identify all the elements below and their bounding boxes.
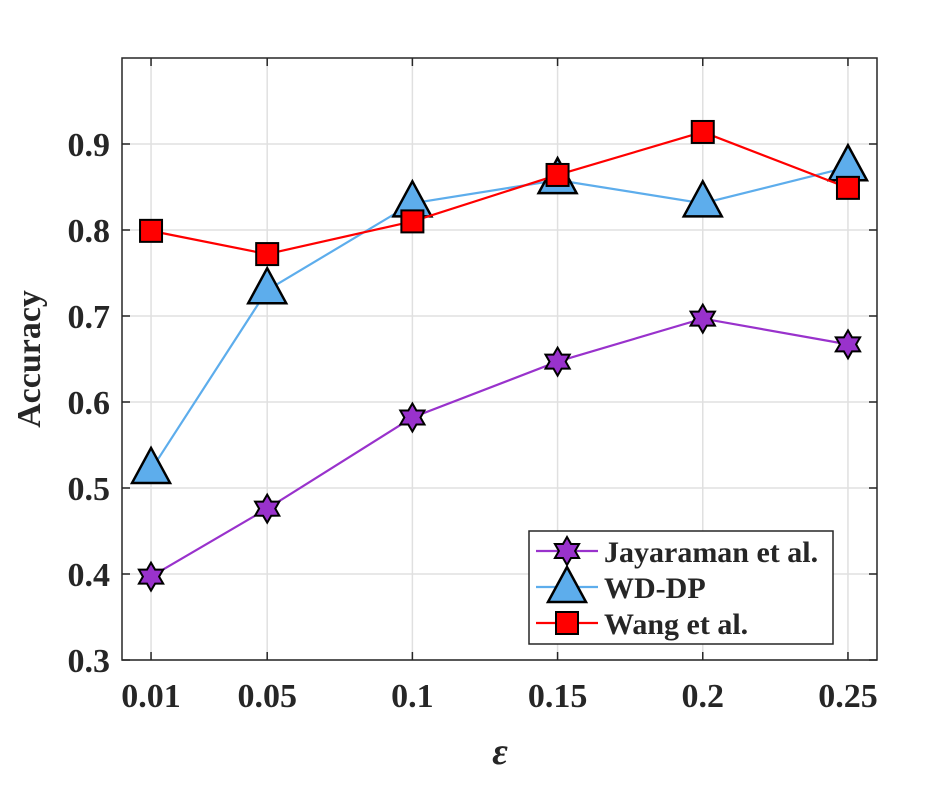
series-wd-dp xyxy=(129,142,870,485)
square-marker xyxy=(545,162,570,187)
square-marker xyxy=(255,242,280,267)
square-marker xyxy=(139,218,164,243)
y-tick-label: 0.4 xyxy=(68,557,111,594)
triangle-marker xyxy=(681,178,724,218)
x-tick-label: 0.15 xyxy=(528,678,588,715)
y-tick-label: 0.7 xyxy=(68,299,111,336)
legend-item: Wang et al. xyxy=(536,608,748,641)
series-line xyxy=(150,166,849,471)
square-marker xyxy=(555,611,579,635)
x-tick-label: 0.2 xyxy=(682,678,725,715)
y-axis-label: Accuracy xyxy=(11,290,48,428)
y-tick-label: 0.3 xyxy=(68,643,111,680)
legend-label: WD-DP xyxy=(604,572,706,605)
legend-label: Jayaraman et al. xyxy=(604,536,818,569)
hexagram-marker xyxy=(543,345,572,378)
hexagram-marker xyxy=(398,401,427,434)
series-wang-et-al- xyxy=(139,119,860,267)
y-tick-label: 0.8 xyxy=(68,213,111,250)
square-marker xyxy=(690,119,715,144)
triangle-marker xyxy=(246,265,289,305)
plot-frame xyxy=(121,57,878,661)
y-tick-label: 0.6 xyxy=(68,385,111,422)
legend-item: WD-DP xyxy=(536,564,706,605)
x-tick-label: 0.01 xyxy=(121,678,181,715)
triangle-marker xyxy=(826,142,870,182)
square-marker xyxy=(400,209,425,234)
legend-item: Jayaraman et al. xyxy=(536,534,818,569)
y-tick-label: 0.9 xyxy=(68,127,111,164)
square-marker xyxy=(835,175,860,200)
hexagram-marker xyxy=(688,302,717,335)
triangle-marker xyxy=(129,445,173,485)
y-tick-label: 0.5 xyxy=(68,471,111,508)
x-tick-label: 0.05 xyxy=(237,678,297,715)
hexagram-marker xyxy=(137,560,165,593)
hexagram-marker xyxy=(253,492,282,525)
legend-label: Wang et al. xyxy=(604,608,748,641)
axes: 0.01 0.05 0.1 0.15 0.2 0.25 0.3 0.4 0.5 0.6 0.7 0.8… xyxy=(68,57,878,715)
series-layer xyxy=(129,119,870,593)
hexagram-marker xyxy=(834,328,862,361)
series-line xyxy=(150,317,849,578)
triangle-marker xyxy=(545,564,589,604)
x-tick-label: 0.25 xyxy=(818,678,878,715)
x-tick-label: 0.1 xyxy=(391,678,434,715)
series-line xyxy=(150,130,849,256)
series-jayaraman-et-al- xyxy=(137,302,862,593)
x-axis-label: ε xyxy=(492,731,508,773)
